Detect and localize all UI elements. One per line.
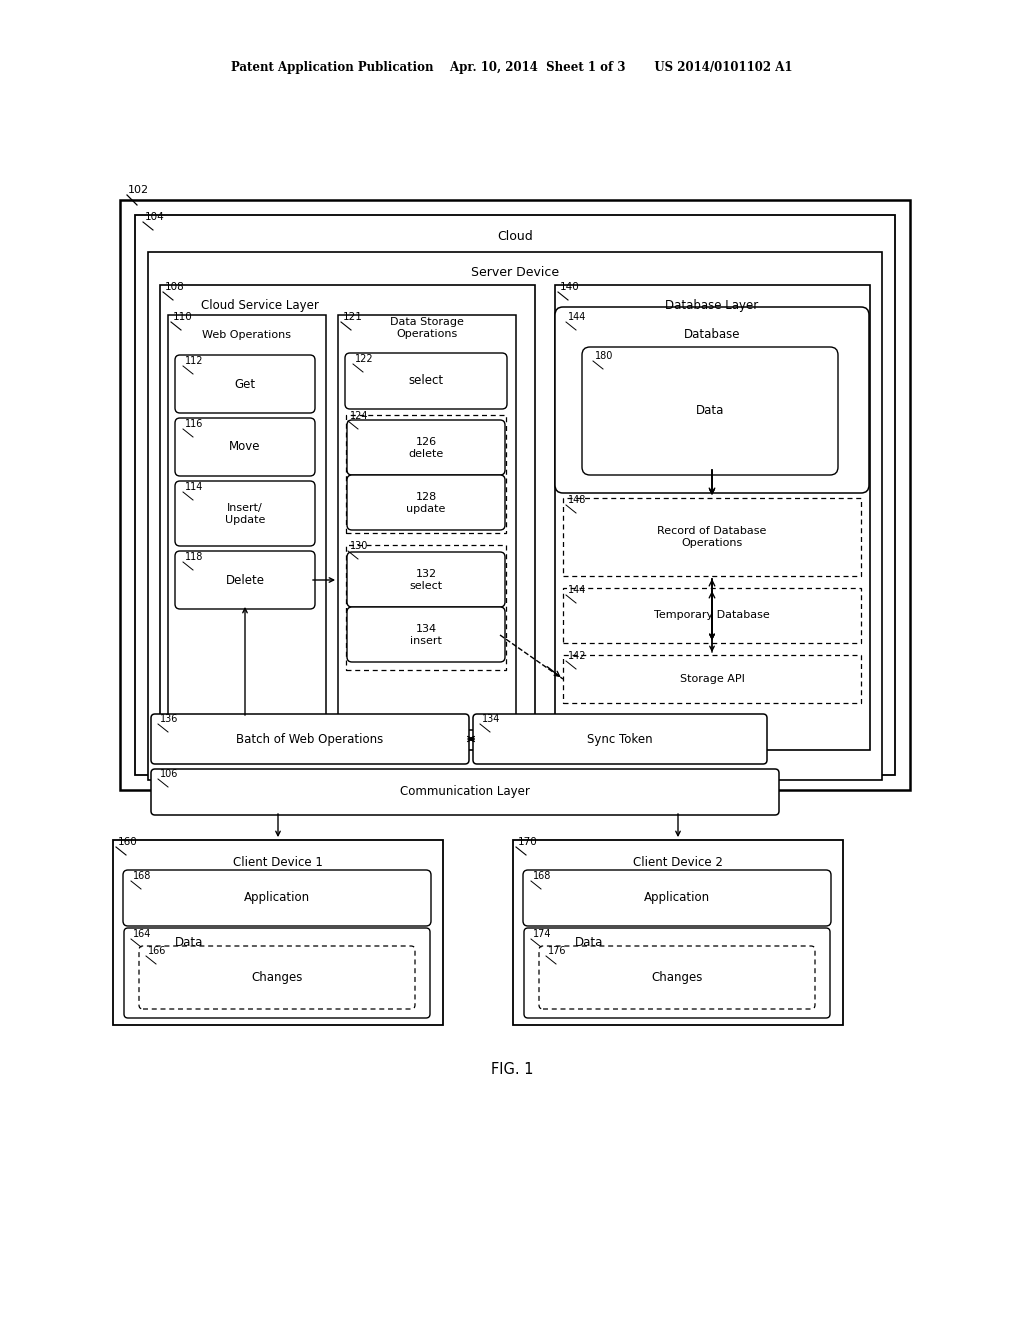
- Text: 142: 142: [568, 651, 587, 661]
- FancyBboxPatch shape: [175, 480, 315, 546]
- FancyBboxPatch shape: [135, 215, 895, 775]
- Text: 126
delete: 126 delete: [409, 437, 443, 459]
- FancyBboxPatch shape: [347, 552, 505, 607]
- FancyBboxPatch shape: [563, 587, 861, 643]
- FancyBboxPatch shape: [347, 420, 505, 475]
- Text: 121: 121: [343, 312, 362, 322]
- FancyBboxPatch shape: [539, 946, 815, 1008]
- Text: 104: 104: [145, 213, 165, 222]
- Text: 176: 176: [548, 946, 566, 956]
- FancyBboxPatch shape: [555, 308, 869, 492]
- Text: 134
insert: 134 insert: [410, 624, 442, 645]
- Text: Application: Application: [244, 891, 310, 904]
- Text: Insert/
Update: Insert/ Update: [225, 503, 265, 525]
- Text: 164: 164: [133, 929, 152, 939]
- Text: Application: Application: [644, 891, 710, 904]
- Text: 118: 118: [185, 552, 204, 562]
- FancyBboxPatch shape: [347, 475, 505, 531]
- FancyBboxPatch shape: [113, 840, 443, 1026]
- FancyBboxPatch shape: [124, 928, 430, 1018]
- Text: 132
select: 132 select: [410, 569, 442, 591]
- Text: Changes: Changes: [251, 970, 303, 983]
- FancyBboxPatch shape: [563, 498, 861, 576]
- Text: 136: 136: [160, 714, 178, 723]
- FancyBboxPatch shape: [346, 545, 506, 671]
- FancyBboxPatch shape: [513, 840, 843, 1026]
- Text: Storage API: Storage API: [680, 675, 744, 684]
- FancyBboxPatch shape: [582, 347, 838, 475]
- Text: 110: 110: [173, 312, 193, 322]
- Text: 112: 112: [185, 356, 204, 366]
- FancyBboxPatch shape: [139, 946, 415, 1008]
- FancyBboxPatch shape: [123, 870, 431, 927]
- FancyBboxPatch shape: [346, 414, 506, 533]
- Text: Patent Application Publication    Apr. 10, 2014  Sheet 1 of 3       US 2014/0101: Patent Application Publication Apr. 10, …: [231, 62, 793, 74]
- Text: Server Device: Server Device: [471, 265, 559, 279]
- Text: Get: Get: [234, 378, 256, 391]
- Text: Sync Token: Sync Token: [587, 733, 653, 746]
- Text: 148: 148: [568, 495, 587, 506]
- Text: 166: 166: [148, 946, 166, 956]
- Text: Data: Data: [175, 936, 204, 949]
- Text: 106: 106: [160, 770, 178, 779]
- FancyBboxPatch shape: [175, 355, 315, 413]
- Text: Database Layer: Database Layer: [666, 298, 759, 312]
- Text: 124: 124: [350, 411, 369, 421]
- FancyBboxPatch shape: [563, 655, 861, 704]
- Text: 180: 180: [595, 351, 613, 360]
- FancyBboxPatch shape: [175, 550, 315, 609]
- Text: Changes: Changes: [651, 970, 702, 983]
- FancyBboxPatch shape: [338, 315, 516, 730]
- Text: 144: 144: [568, 312, 587, 322]
- Text: Data: Data: [575, 936, 603, 949]
- Text: Cloud: Cloud: [497, 231, 532, 243]
- Text: select: select: [409, 375, 443, 388]
- Text: 134: 134: [482, 714, 501, 723]
- Text: 128
update: 128 update: [407, 492, 445, 513]
- Text: Database: Database: [684, 329, 740, 342]
- Text: 170: 170: [518, 837, 538, 847]
- Text: 102: 102: [128, 185, 150, 195]
- Text: Record of Database
Operations: Record of Database Operations: [657, 527, 767, 548]
- Text: Temporary Database: Temporary Database: [654, 610, 770, 620]
- FancyBboxPatch shape: [120, 201, 910, 789]
- FancyBboxPatch shape: [523, 870, 831, 927]
- Text: 116: 116: [185, 418, 204, 429]
- FancyBboxPatch shape: [151, 770, 779, 814]
- Text: 114: 114: [185, 482, 204, 492]
- Text: Cloud Service Layer: Cloud Service Layer: [201, 298, 318, 312]
- Text: 174: 174: [534, 929, 552, 939]
- FancyBboxPatch shape: [148, 252, 882, 780]
- FancyBboxPatch shape: [345, 352, 507, 409]
- Text: Communication Layer: Communication Layer: [400, 785, 530, 799]
- Text: 168: 168: [133, 871, 152, 880]
- Text: 130: 130: [350, 541, 369, 550]
- Text: Data: Data: [696, 404, 724, 417]
- FancyBboxPatch shape: [175, 418, 315, 477]
- Text: 108: 108: [165, 282, 184, 292]
- FancyBboxPatch shape: [473, 714, 767, 764]
- FancyBboxPatch shape: [347, 607, 505, 663]
- Text: Web Operations: Web Operations: [203, 330, 292, 341]
- FancyBboxPatch shape: [524, 928, 830, 1018]
- FancyBboxPatch shape: [151, 714, 469, 764]
- Text: Client Device 1: Client Device 1: [233, 855, 323, 869]
- Text: Data Storage
Operations: Data Storage Operations: [390, 317, 464, 339]
- FancyBboxPatch shape: [555, 285, 870, 750]
- Text: Delete: Delete: [225, 573, 264, 586]
- Text: Move: Move: [229, 441, 261, 454]
- FancyBboxPatch shape: [160, 285, 535, 750]
- Text: Batch of Web Operations: Batch of Web Operations: [237, 733, 384, 746]
- Text: Client Device 2: Client Device 2: [633, 855, 723, 869]
- Text: 122: 122: [355, 354, 374, 364]
- Text: 144: 144: [568, 585, 587, 595]
- Text: 140: 140: [560, 282, 580, 292]
- Text: 168: 168: [534, 871, 551, 880]
- Text: FIG. 1: FIG. 1: [490, 1063, 534, 1077]
- Text: 160: 160: [118, 837, 138, 847]
- FancyBboxPatch shape: [168, 315, 326, 730]
